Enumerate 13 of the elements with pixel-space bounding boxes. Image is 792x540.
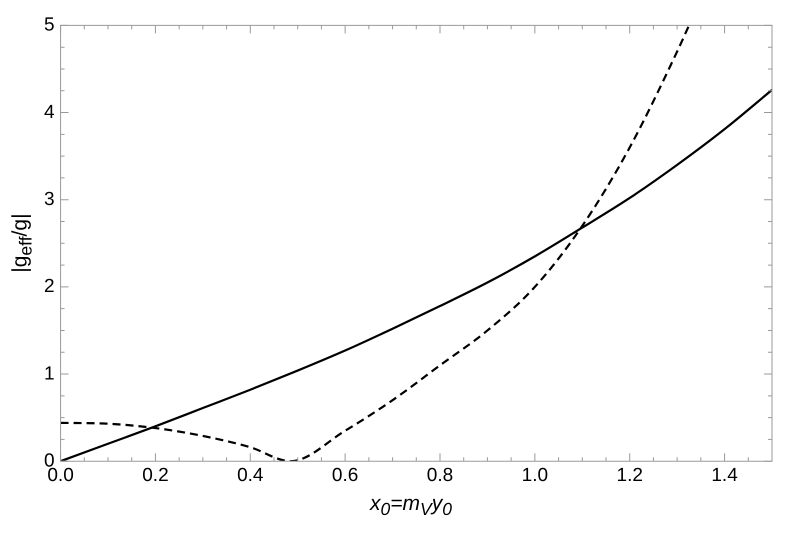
x-tick-label: 0.6 bbox=[332, 464, 358, 486]
x-tick-label: 1.0 bbox=[522, 464, 548, 486]
x-tick-label: 0.8 bbox=[426, 464, 454, 486]
y-tick-label: 4 bbox=[44, 102, 55, 123]
y-tick-label: 2 bbox=[44, 276, 55, 298]
y-tick-label: 1 bbox=[44, 363, 55, 384]
x-tick-label: 0.2 bbox=[142, 464, 169, 486]
x-tick-label: 0.4 bbox=[237, 464, 264, 486]
y-tick-label: 5 bbox=[44, 14, 55, 36]
x-axis-title: x$_{0}$=m$_{V}$y$_{0}$ bbox=[368, 492, 453, 520]
x-tick-label: 1.4 bbox=[711, 464, 738, 486]
y-tick-label: 3 bbox=[44, 188, 55, 210]
x-tick-label: 1.2 bbox=[616, 464, 643, 486]
